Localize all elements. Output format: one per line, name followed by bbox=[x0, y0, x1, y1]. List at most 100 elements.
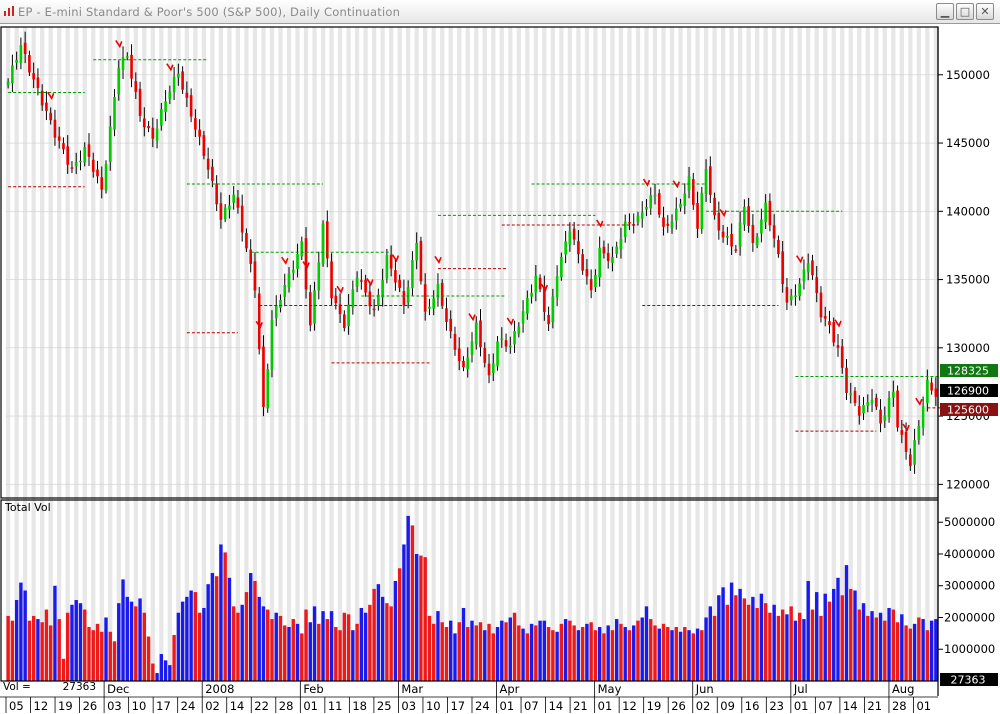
volume-bar bbox=[278, 615, 283, 681]
price-bar-body bbox=[406, 287, 410, 303]
price-bar-body bbox=[598, 247, 601, 278]
volume-bar bbox=[168, 665, 172, 681]
grid-column bbox=[610, 27, 615, 681]
volume-bar bbox=[751, 596, 755, 681]
volume-bar bbox=[355, 623, 359, 681]
grid-column bbox=[337, 27, 343, 681]
price-bar-body bbox=[560, 256, 563, 278]
volume-bar bbox=[572, 625, 576, 681]
pattern-marker bbox=[336, 285, 344, 294]
volume-bar bbox=[623, 627, 627, 681]
grid-column bbox=[286, 27, 292, 681]
price-bar-body bbox=[934, 388, 938, 397]
close-button[interactable]: ✕ bbox=[976, 3, 994, 20]
price-bar-body bbox=[649, 195, 653, 209]
time-axis-day-label: 07 bbox=[818, 699, 833, 713]
grid-column bbox=[601, 27, 607, 681]
price-bar-body bbox=[713, 197, 716, 216]
time-axis-day-label: 26 bbox=[671, 699, 686, 713]
price-bar-body bbox=[538, 277, 542, 290]
price-bar-body bbox=[726, 235, 729, 238]
price-bar-body bbox=[308, 292, 312, 326]
volume-bar bbox=[491, 633, 495, 681]
grid-column bbox=[499, 27, 504, 681]
window-title: EP - E-mini Standard & Poor's 500 (S&P 5… bbox=[18, 5, 401, 19]
volume-bar bbox=[108, 631, 112, 681]
price-bar-body bbox=[615, 246, 619, 254]
volume-bar bbox=[619, 623, 623, 681]
price-bar-body bbox=[206, 158, 210, 170]
volume-bar bbox=[193, 592, 198, 681]
price-bar-body bbox=[445, 308, 448, 322]
price-bar-body bbox=[11, 65, 14, 84]
title-bar[interactable]: EP - E-mini Standard & Poor's 500 (S&P 5… bbox=[0, 0, 1000, 24]
pattern-marker bbox=[915, 397, 923, 406]
time-axis-month-label: Aug bbox=[892, 682, 914, 696]
maximize-button[interactable]: □ bbox=[956, 3, 974, 20]
grid-column bbox=[227, 27, 232, 681]
price-axis-label: 150000 bbox=[946, 68, 990, 82]
volume-bar bbox=[580, 627, 585, 681]
volume-bar bbox=[74, 600, 78, 681]
volume-bar bbox=[921, 619, 925, 681]
volume-bar bbox=[427, 615, 432, 681]
volume-axis-label: 1000000 bbox=[944, 642, 995, 656]
price-bar-body bbox=[887, 398, 891, 418]
price-bar-body bbox=[151, 127, 155, 139]
price-bar-body bbox=[517, 326, 521, 334]
grid-column bbox=[720, 27, 726, 681]
price-bar-body bbox=[202, 135, 206, 156]
grid-column bbox=[91, 27, 96, 681]
grid-column bbox=[814, 27, 819, 681]
volume-bar bbox=[546, 627, 551, 681]
volume-bar bbox=[385, 603, 389, 681]
volume-bar bbox=[495, 627, 500, 681]
price-bar-body bbox=[253, 261, 257, 291]
volume-bar bbox=[274, 612, 278, 681]
time-axis-day-label: 19 bbox=[58, 699, 73, 713]
grid-column bbox=[763, 27, 768, 681]
grid-column bbox=[789, 27, 794, 681]
price-axis-label: 135000 bbox=[946, 273, 990, 287]
volume-bar bbox=[827, 601, 832, 681]
time-axis-day-label: 25 bbox=[377, 699, 392, 713]
volume-bar bbox=[249, 573, 253, 681]
volume-bar bbox=[929, 620, 934, 681]
price-label-low: 125600 bbox=[940, 403, 998, 417]
volume-axis-label: 5000000 bbox=[944, 515, 995, 529]
volume-bar bbox=[300, 633, 304, 681]
time-axis-day-label: 28 bbox=[279, 699, 294, 713]
grid-column bbox=[780, 27, 785, 681]
time-axis-day-label: 16 bbox=[745, 699, 760, 713]
volume-bar bbox=[393, 580, 398, 681]
volume-bar bbox=[227, 577, 232, 681]
volume-bar bbox=[785, 614, 789, 681]
price-bar-body bbox=[360, 280, 363, 282]
price-bar-body bbox=[815, 277, 819, 294]
volume-bar bbox=[738, 588, 742, 681]
volume-last-label-box bbox=[940, 673, 998, 686]
price-bar-body bbox=[926, 379, 929, 404]
time-axis-month-label: Feb bbox=[303, 682, 323, 696]
minimize-button[interactable]: ▁ bbox=[936, 3, 954, 20]
price-bar-body bbox=[351, 289, 355, 308]
volume-bar bbox=[57, 619, 61, 681]
chart-area[interactable]: Total Vol 150000 145000 140000 135000 130000… bbox=[0, 24, 1000, 714]
price-bar-body bbox=[891, 391, 895, 398]
price-bar-body bbox=[70, 167, 74, 169]
price-bar-body bbox=[840, 346, 844, 368]
price-bar-body bbox=[717, 212, 721, 231]
price-bar-body bbox=[611, 256, 614, 264]
volume-bar bbox=[776, 615, 781, 681]
volume-bar bbox=[934, 619, 938, 681]
grid-column bbox=[916, 27, 921, 681]
time-axis-day-label: 21 bbox=[867, 699, 882, 713]
grid-column bbox=[686, 27, 692, 681]
volume-bar bbox=[372, 588, 376, 681]
volume-bar bbox=[129, 601, 134, 681]
price-bar-body bbox=[364, 279, 367, 293]
price-bar-body bbox=[462, 360, 465, 368]
volume-bar bbox=[780, 609, 785, 681]
price-bar-body bbox=[704, 168, 708, 195]
